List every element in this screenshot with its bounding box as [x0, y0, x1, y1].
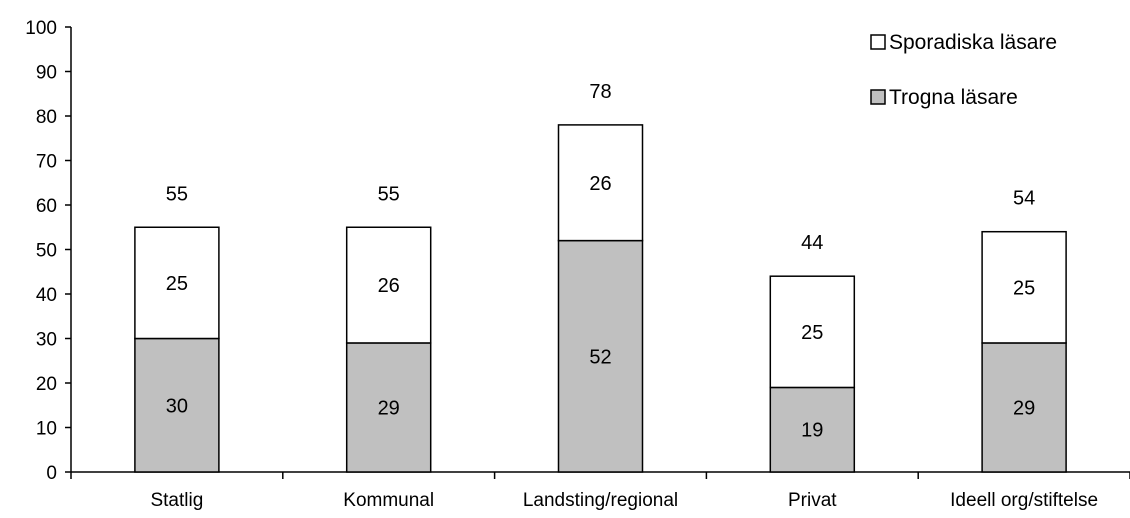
y-tick-label: 0 — [46, 463, 57, 484]
segment-value-label: 25 — [801, 322, 823, 344]
bar-segment — [557, 239, 644, 473]
total-value-label: 55 — [378, 183, 400, 205]
x-tick-label: Privat — [788, 490, 837, 511]
bar-segment — [769, 386, 856, 473]
segment-value-label: 26 — [589, 173, 611, 195]
y-tick-label: 60 — [36, 196, 57, 217]
segment-value-label: 25 — [1013, 277, 1035, 299]
segment-value-label: 29 — [1013, 397, 1035, 419]
x-tick-label: Ideell org/stiftelse — [950, 490, 1098, 511]
bar-segment — [981, 342, 1067, 473]
y-tick-label: 30 — [36, 330, 57, 351]
segment-value-label: 25 — [166, 273, 188, 295]
legend-label: Sporadiska läsare — [889, 31, 1057, 54]
axes: 0 10 20 30 40 50 60 70 80 90 100 Statlig Kommunal Lan… — [25, 18, 1130, 511]
bar-segment — [134, 226, 220, 340]
bar-segment — [134, 337, 220, 473]
segment-value-label: 29 — [378, 397, 400, 419]
bar-segment — [345, 342, 432, 473]
legend-label: Trogna läsare — [889, 86, 1018, 109]
total-value-label: 78 — [589, 81, 611, 103]
bar-segment — [345, 226, 432, 344]
x-tick-label: Kommunal — [343, 490, 434, 511]
x-tick-label: Landsting/regional — [523, 490, 678, 511]
y-tick-label: 90 — [36, 63, 57, 84]
y-tick-label: 10 — [36, 419, 57, 440]
value-labels: 30 25 55 29 26 55 52 26 78 19 25 44 29 25 54 — [166, 81, 1035, 442]
segment-value-label: 26 — [378, 275, 400, 297]
total-value-label: 55 — [166, 183, 188, 205]
segment-value-label: 30 — [166, 395, 188, 417]
x-tick-label: Statlig — [150, 490, 203, 511]
y-tick-label: 70 — [36, 152, 57, 173]
y-tick-label: 20 — [36, 374, 57, 395]
bars — [134, 124, 1067, 473]
bar-segment — [557, 124, 644, 242]
y-tick-label: 40 — [36, 285, 57, 306]
total-value-label: 54 — [1013, 188, 1035, 210]
legend: Sporadiska läsare Trogna läsare — [870, 31, 1057, 109]
legend-swatch — [870, 89, 886, 105]
y-tick-label: 100 — [25, 18, 57, 39]
y-tick-label: 80 — [36, 107, 57, 128]
segment-value-label: 52 — [589, 346, 611, 368]
y-tick-label: 50 — [36, 241, 57, 262]
total-value-label: 44 — [801, 232, 823, 254]
legend-swatch — [870, 34, 886, 50]
segment-value-label: 19 — [801, 420, 823, 442]
bar-segment — [769, 275, 856, 389]
bar-segment — [981, 230, 1067, 344]
